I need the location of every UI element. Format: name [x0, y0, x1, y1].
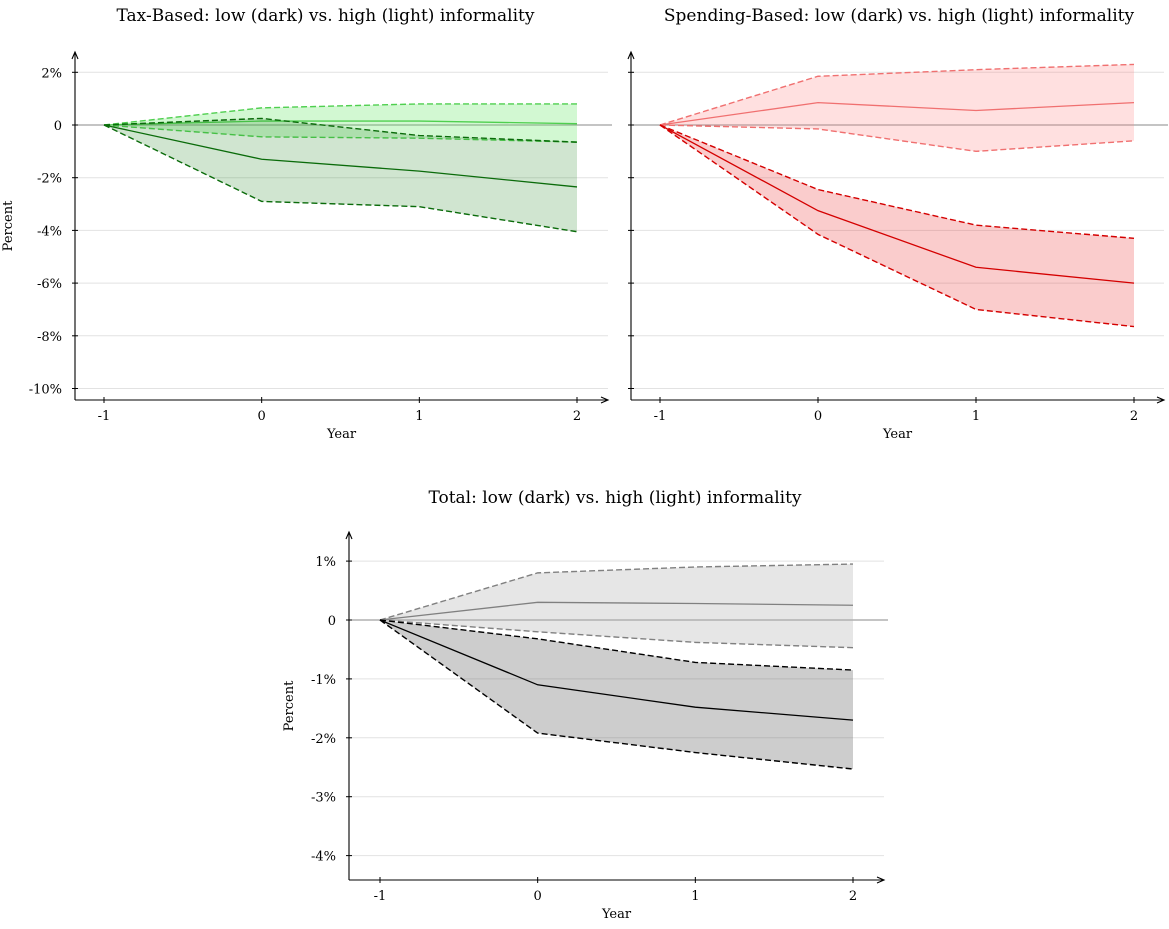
- x-tick-label: -1: [374, 889, 387, 904]
- lower-bound-line: [379, 619, 854, 770]
- y-tick-label: -2%: [37, 172, 62, 187]
- upper-bound-line: [379, 619, 854, 671]
- y-tick-label: -2%: [311, 732, 336, 747]
- point-estimate-line: [103, 124, 578, 188]
- upper-bound-line: [659, 63, 1135, 126]
- x-tick-label: 0: [534, 889, 542, 904]
- chart-plot: 1% 0 -1% -2% -3% -4% -1 0 1 2 Year Percent: [282, 530, 888, 922]
- lower-bound-line: [659, 124, 1135, 328]
- y-axis-arrow: [71, 50, 79, 60]
- y-axis-arrow: [345, 530, 353, 540]
- upper-bound-line: [103, 103, 577, 126]
- y-tick-label: 2%: [41, 66, 62, 81]
- chart-tax-based: Tax-Based: low (dark) vs. high (light) i…: [0, 0, 615, 442]
- x-tick-label: -1: [654, 409, 667, 424]
- y-tick-label: 0: [54, 119, 62, 134]
- lower-bound-line: [103, 124, 578, 143]
- confidence-band: [660, 125, 1134, 327]
- point-estimate-line: [659, 124, 1135, 284]
- confidence-band: [380, 564, 853, 648]
- y-tick-label: -6%: [37, 277, 62, 292]
- confidence-band: [104, 118, 577, 232]
- y-tick-label: -1%: [311, 673, 336, 688]
- x-tick-label: 1: [691, 889, 699, 904]
- confidence-band: [660, 64, 1134, 152]
- x-tick-label: 2: [573, 409, 581, 424]
- chart-title: Total: low (dark) vs. high (light) infor…: [428, 488, 802, 508]
- x-tick-label: 1: [415, 409, 423, 424]
- x-axis-label: Year: [882, 427, 913, 442]
- y-tick-label: -4%: [311, 850, 336, 865]
- x-tick-label: 0: [258, 409, 266, 424]
- x-axis-arrow: [1156, 396, 1166, 404]
- y-tick-label: -3%: [311, 791, 336, 806]
- x-tick-label: 1: [972, 409, 980, 424]
- upper-bound-line: [659, 124, 1135, 240]
- x-tick-label: 0: [814, 409, 822, 424]
- y-tick-label: 1%: [315, 555, 336, 570]
- chart-spending-based: Spending-Based: low (dark) vs. high (lig…: [555, 0, 1169, 442]
- y-tick-label: -10%: [29, 383, 62, 398]
- chart-plot: -1 0 1 2 Year: [627, 50, 1168, 442]
- upper-bound-line: [103, 117, 578, 143]
- y-tick-label: -4%: [37, 224, 62, 239]
- x-axis-arrow: [600, 396, 610, 404]
- y-axis-label: Percent: [1, 200, 16, 251]
- point-estimate-line: [103, 120, 578, 126]
- y-axis-label: Percent: [282, 680, 297, 731]
- y-tick-label: 0: [328, 614, 336, 629]
- point-estimate-line: [379, 601, 854, 621]
- lower-bound-line: [103, 124, 578, 233]
- chart-title: Spending-Based: low (dark) vs. high (lig…: [663, 6, 1135, 26]
- lower-bound-line: [379, 619, 854, 649]
- y-tick-label: -8%: [37, 330, 62, 345]
- chart-title: Tax-Based: low (dark) vs. high (light) i…: [116, 6, 535, 26]
- point-estimate-line: [659, 101, 1135, 126]
- upper-bound-line: [379, 563, 854, 621]
- x-tick-label: 2: [1130, 409, 1138, 424]
- point-estimate-line: [379, 619, 854, 721]
- lower-bound-line: [659, 124, 1135, 153]
- chart-plot: 2% 0 -2% -4% -6% -8% -10% -1 0 1 2 Year Percent: [1, 50, 612, 442]
- x-axis-label: Year: [326, 427, 357, 442]
- chart-total: Total: low (dark) vs. high (light) infor…: [280, 480, 900, 929]
- x-tick-label: 2: [849, 889, 857, 904]
- x-tick-label: -1: [98, 409, 111, 424]
- confidence-band: [104, 103, 577, 143]
- x-axis-arrow: [876, 876, 886, 884]
- x-axis-label: Year: [601, 907, 632, 922]
- confidence-band: [380, 620, 853, 770]
- y-axis-arrow: [627, 50, 635, 60]
